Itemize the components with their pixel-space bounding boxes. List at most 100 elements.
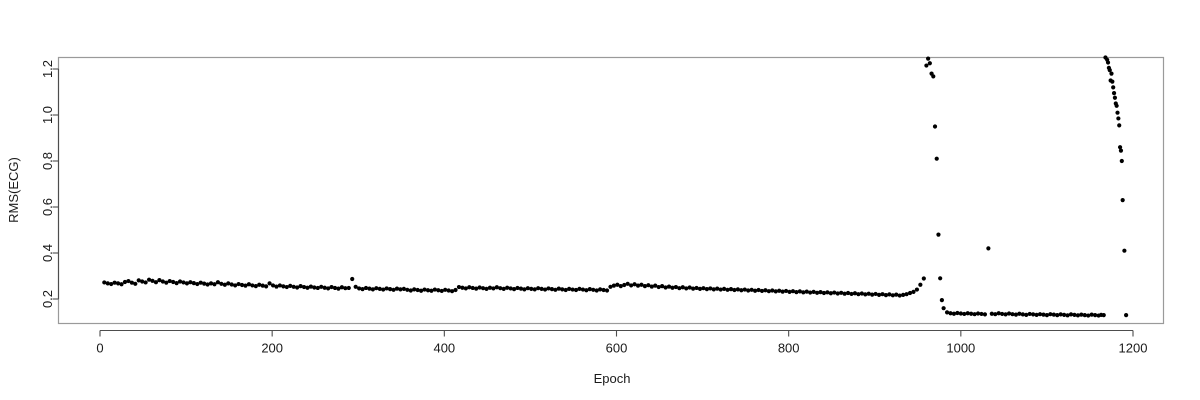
data-point bbox=[914, 287, 920, 292]
data-point bbox=[989, 311, 994, 316]
data-point bbox=[415, 287, 420, 293]
data-point bbox=[591, 287, 596, 292]
data-point bbox=[105, 281, 110, 286]
data-point bbox=[594, 288, 599, 293]
x-tick-label: 0 bbox=[96, 341, 103, 356]
data-point bbox=[160, 279, 165, 284]
data-point bbox=[494, 285, 499, 290]
data-point bbox=[1111, 85, 1116, 90]
data-point bbox=[728, 287, 734, 292]
data-point bbox=[766, 289, 771, 294]
data-point bbox=[539, 286, 544, 291]
data-point bbox=[388, 287, 393, 292]
data-point bbox=[567, 286, 572, 291]
data-point bbox=[1114, 103, 1119, 108]
data-point bbox=[563, 287, 568, 293]
data-point bbox=[701, 286, 706, 291]
data-point bbox=[560, 287, 565, 292]
data-point bbox=[901, 292, 906, 297]
data-point bbox=[1027, 311, 1032, 317]
data-point bbox=[677, 286, 682, 291]
data-point bbox=[549, 287, 555, 292]
y-tick-label: 0.6 bbox=[40, 198, 55, 216]
data-point bbox=[1122, 248, 1127, 253]
data-point bbox=[408, 288, 413, 293]
data-point bbox=[969, 311, 974, 316]
data-point bbox=[164, 280, 169, 285]
x-tick-label: 600 bbox=[606, 341, 628, 356]
data-point bbox=[136, 278, 141, 283]
data-point bbox=[357, 286, 362, 291]
x-tick-label: 800 bbox=[778, 341, 800, 356]
data-point bbox=[646, 283, 651, 288]
data-point bbox=[470, 285, 475, 291]
data-point bbox=[1065, 313, 1070, 318]
data-point bbox=[835, 291, 840, 296]
data-point bbox=[312, 285, 317, 290]
data-point bbox=[384, 286, 389, 291]
data-point bbox=[936, 232, 941, 237]
data-point bbox=[288, 283, 293, 288]
data-point bbox=[832, 290, 837, 295]
data-point bbox=[1058, 312, 1063, 317]
data-point bbox=[663, 285, 668, 290]
data-point-layer bbox=[102, 55, 1129, 318]
data-point bbox=[849, 291, 854, 297]
data-point bbox=[790, 289, 796, 294]
data-point bbox=[456, 284, 462, 290]
data-point bbox=[381, 287, 386, 292]
data-point bbox=[236, 281, 241, 287]
data-point bbox=[343, 286, 348, 291]
data-point bbox=[418, 288, 424, 293]
data-point bbox=[133, 281, 138, 286]
data-point bbox=[1003, 312, 1008, 317]
data-point bbox=[598, 287, 603, 292]
data-point bbox=[926, 56, 931, 61]
data-point bbox=[518, 286, 524, 291]
data-point bbox=[808, 290, 813, 295]
data-point bbox=[205, 282, 210, 287]
data-point bbox=[907, 290, 913, 296]
data-point bbox=[153, 280, 159, 285]
data-point bbox=[629, 283, 634, 288]
data-point bbox=[215, 280, 221, 285]
data-point bbox=[975, 311, 981, 316]
data-point bbox=[484, 286, 489, 291]
data-point bbox=[1086, 313, 1091, 318]
data-point bbox=[184, 281, 190, 286]
data-point bbox=[267, 281, 272, 286]
data-point bbox=[102, 280, 107, 285]
data-point bbox=[1116, 116, 1121, 121]
data-point bbox=[742, 287, 747, 292]
data-point bbox=[532, 287, 537, 292]
data-point bbox=[167, 278, 172, 284]
data-point bbox=[870, 292, 875, 297]
data-point bbox=[109, 281, 114, 287]
data-point bbox=[556, 286, 561, 291]
data-point bbox=[233, 283, 238, 288]
data-point bbox=[948, 311, 953, 316]
data-point bbox=[615, 282, 620, 287]
data-point bbox=[715, 286, 720, 291]
data-point bbox=[894, 292, 899, 297]
data-point bbox=[856, 292, 861, 297]
data-point bbox=[979, 311, 984, 317]
data-point bbox=[1010, 312, 1015, 317]
data-point bbox=[460, 285, 465, 290]
data-point bbox=[986, 246, 991, 251]
data-point bbox=[171, 279, 176, 285]
data-point bbox=[1120, 198, 1125, 203]
data-point bbox=[1112, 95, 1118, 100]
data-point bbox=[770, 288, 775, 293]
data-point bbox=[553, 287, 558, 292]
data-point bbox=[1117, 123, 1122, 128]
data-point bbox=[941, 306, 946, 311]
data-point bbox=[887, 292, 892, 297]
data-point bbox=[934, 156, 939, 161]
data-point bbox=[115, 281, 121, 286]
data-point bbox=[656, 284, 661, 290]
data-point bbox=[708, 286, 713, 291]
data-point bbox=[883, 292, 889, 298]
data-point bbox=[739, 288, 744, 293]
data-point bbox=[1000, 311, 1005, 317]
